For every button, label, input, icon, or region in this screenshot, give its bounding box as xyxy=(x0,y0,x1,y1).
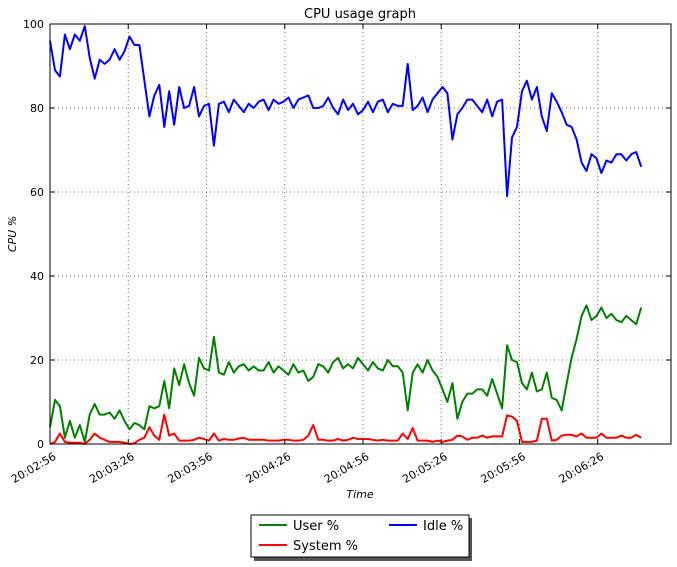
y-tick-label: 20 xyxy=(30,354,44,367)
y-tick-label: 60 xyxy=(30,186,44,199)
x-tick-label: 20:05:56 xyxy=(479,450,528,486)
series-line-idle xyxy=(49,25,643,198)
series-line-user xyxy=(49,304,643,443)
y-tick-label: 100 xyxy=(23,18,44,31)
series-layer xyxy=(49,25,643,445)
tick-layer: 0 20 40 60 80 100 20:02:56 20:03:26 20:03:56 20:0… xyxy=(9,18,671,486)
x-tick-label: 20:03:26 xyxy=(87,450,136,486)
legend: User % System % Idle % xyxy=(250,514,472,561)
legend-label-user: User % xyxy=(293,519,339,534)
grid-layer xyxy=(49,23,671,445)
legend-label-idle: Idle % xyxy=(423,519,463,534)
series-line-system xyxy=(49,413,642,445)
x-tick-label: 20:02:56 xyxy=(9,450,58,486)
y-tick-label: 80 xyxy=(30,102,44,115)
x-tick-label: 20:06:26 xyxy=(557,450,606,486)
x-tick-label: 20:04:56 xyxy=(322,450,371,486)
y-tick-label: 40 xyxy=(30,270,44,283)
x-tick-label: 20:05:26 xyxy=(400,450,449,486)
x-tick-label: 20:04:26 xyxy=(244,450,293,486)
chart-title: CPU usage graph xyxy=(304,7,416,22)
legend-label-system: System % xyxy=(293,539,358,554)
y-tick-label: 0 xyxy=(37,438,44,451)
x-tick-label: 20:03:56 xyxy=(166,450,215,486)
plot-frame xyxy=(49,23,672,445)
x-axis-label: Time xyxy=(346,488,373,501)
y-axis-label: CPU % xyxy=(6,216,19,252)
legend-box xyxy=(250,514,470,558)
